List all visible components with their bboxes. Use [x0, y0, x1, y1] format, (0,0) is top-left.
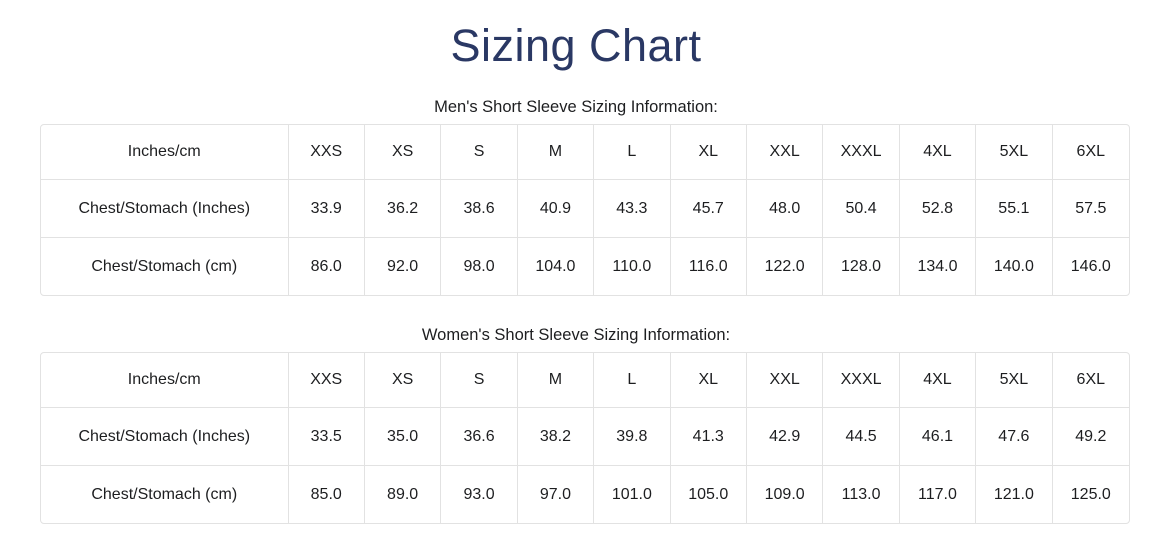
measurement-value-cell: 105.0 — [671, 466, 747, 524]
size-header-cell: XL — [670, 125, 747, 181]
table-body: Chest/Stomach (Inches) 33.9 36.2 38.6 40.9 43… — [41, 180, 1129, 296]
section-heading-womens: Women's Short Sleeve Sizing Information: — [421, 326, 731, 345]
measurement-value-cell: 128.0 — [823, 238, 900, 296]
measurement-value-cell: 140.0 — [976, 238, 1053, 296]
table-row: Chest/Stomach (Inches) 33.5 35.0 36.6 38.2 39… — [41, 408, 1129, 467]
sizing-sections: Men's Short Sleeve Sizing Information: In… — [0, 98, 1152, 525]
size-header-cell: XS — [364, 353, 442, 409]
measurement-value-cell: 41.3 — [670, 408, 747, 467]
measurement-value-cell: 42.9 — [746, 408, 824, 467]
measurement-value-cell: 36.2 — [364, 180, 442, 239]
measurement-value-cell: 38.6 — [441, 180, 518, 239]
sizing-section-mens: Men's Short Sleeve Sizing Information: In… — [0, 98, 1152, 297]
size-header-cell: 6XL — [1052, 125, 1129, 181]
size-header-cell: 4XL — [899, 353, 977, 409]
table-row: Chest/Stomach (cm) 85.0 89.0 93.0 97.0 101.0 1… — [41, 466, 1129, 524]
measurement-value-cell: 52.8 — [899, 180, 977, 239]
measurement-value-cell: 43.3 — [594, 180, 671, 239]
size-header-cell: 4XL — [899, 125, 977, 181]
unit-header-cell: Inches/cm — [41, 125, 289, 181]
row-label-cell: Chest/Stomach (Inches) — [41, 180, 289, 239]
measurement-value-cell: 104.0 — [518, 238, 595, 296]
measurement-value-cell: 93.0 — [441, 466, 518, 524]
row-label-cell: Chest/Stomach (Inches) — [41, 408, 289, 467]
measurement-value-cell: 40.9 — [517, 180, 595, 239]
size-header-cell: 5XL — [976, 353, 1053, 409]
measurement-value-cell: 97.0 — [518, 466, 595, 524]
size-header-cell: XXS — [288, 125, 365, 181]
table-header-row: Inches/cm XXS XS S M L XL XXL XXXL 4XL 5XL 6XL — [41, 125, 1129, 181]
measurement-value-cell: 33.5 — [288, 408, 365, 467]
section-heading-mens: Men's Short Sleeve Sizing Information: — [434, 98, 718, 117]
measurement-value-cell: 55.1 — [976, 180, 1053, 239]
measurement-value-cell: 98.0 — [441, 238, 518, 296]
measurement-value-cell: 89.0 — [365, 466, 442, 524]
measurement-value-cell: 38.2 — [517, 408, 595, 467]
table-head: Inches/cm XXS XS S M L XL XXL XXXL 4XL 5XL 6XL — [41, 125, 1129, 181]
size-header-cell: 5XL — [976, 125, 1053, 181]
row-label-cell: Chest/Stomach (cm) — [41, 466, 289, 524]
measurement-value-cell: 44.5 — [823, 408, 900, 467]
measurement-value-cell: 109.0 — [747, 466, 824, 524]
size-header-cell: M — [517, 125, 595, 181]
measurement-value-cell: 36.6 — [441, 408, 518, 467]
measurement-value-cell: 33.9 — [288, 180, 365, 239]
measurement-value-cell: 35.0 — [364, 408, 442, 467]
table-header-row: Inches/cm XXS XS S M L XL XXL XXXL 4XL 5XL 6XL — [41, 353, 1129, 409]
size-header-cell: L — [594, 353, 671, 409]
measurement-value-cell: 92.0 — [365, 238, 442, 296]
size-header-cell: XXS — [288, 353, 365, 409]
size-header-cell: M — [517, 353, 595, 409]
measurement-value-cell: 117.0 — [900, 466, 977, 524]
sizing-table-mens: Inches/cm XXS XS S M L XL XXL XXXL 4XL 5XL 6XL Chest… — [40, 124, 1130, 297]
table-body: Chest/Stomach (Inches) 33.5 35.0 36.6 38.2 39… — [41, 408, 1129, 524]
measurement-value-cell: 49.2 — [1052, 408, 1129, 467]
measurement-value-cell: 134.0 — [900, 238, 977, 296]
row-label-cell: Chest/Stomach (cm) — [41, 238, 289, 296]
measurement-value-cell: 46.1 — [899, 408, 977, 467]
size-header-cell: S — [441, 353, 518, 409]
size-header-cell: XXXL — [823, 125, 900, 181]
table-row: Chest/Stomach (Inches) 33.9 36.2 38.6 40.9 43… — [41, 180, 1129, 239]
size-header-cell: XS — [364, 125, 442, 181]
measurement-value-cell: 113.0 — [823, 466, 900, 524]
size-header-cell: XXXL — [823, 353, 900, 409]
measurement-value-cell: 48.0 — [746, 180, 824, 239]
measurement-value-cell: 110.0 — [594, 238, 671, 296]
measurement-value-cell: 121.0 — [976, 466, 1053, 524]
measurement-value-cell: 146.0 — [1070, 257, 1111, 275]
measurement-value-cell: 122.0 — [747, 238, 824, 296]
size-header-cell: XXL — [746, 353, 824, 409]
unit-header-cell: Inches/cm — [41, 353, 289, 409]
table-row: Chest/Stomach (cm) 86.0 92.0 98.0 104.0 110.0… — [41, 238, 1129, 296]
measurement-value-cell: 47.6 — [976, 408, 1053, 467]
measurement-value-cell: 39.8 — [594, 408, 671, 467]
measurement-value-cell: 125.0 — [1070, 485, 1111, 503]
measurement-value-cell: 85.0 — [289, 466, 365, 524]
page-title: Sizing Chart — [450, 20, 702, 71]
sizing-section-womens: Women's Short Sleeve Sizing Information:… — [0, 326, 1152, 525]
size-header-cell: XL — [670, 353, 747, 409]
size-header-cell: S — [441, 125, 518, 181]
sizing-table-womens: Inches/cm XXS XS S M L XL XXL XXXL 4XL 5XL 6XL Chest… — [40, 352, 1130, 525]
size-header-cell: L — [594, 125, 671, 181]
table-head: Inches/cm XXS XS S M L XL XXL XXXL 4XL 5XL 6XL — [41, 353, 1129, 409]
size-header-cell: 6XL — [1052, 353, 1129, 409]
size-header-cell: XXL — [746, 125, 824, 181]
measurement-value-cell: 86.0 — [289, 238, 365, 296]
measurement-value-cell: 116.0 — [671, 238, 747, 296]
measurement-value-cell: 45.7 — [670, 180, 747, 239]
measurement-value-cell: 57.5 — [1052, 180, 1129, 239]
measurement-value-cell: 50.4 — [823, 180, 900, 239]
sizing-chart-page: Sizing Chart Men's Short Sleeve Sizing I… — [0, 20, 1152, 525]
measurement-value-cell: 101.0 — [594, 466, 671, 524]
